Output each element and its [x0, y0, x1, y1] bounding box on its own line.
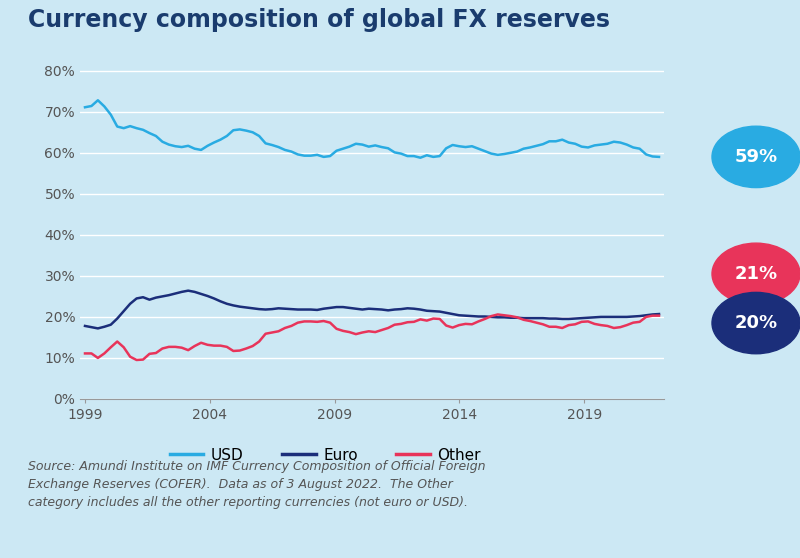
- Text: Currency composition of global FX reserves: Currency composition of global FX reserv…: [28, 8, 610, 32]
- Text: 20%: 20%: [734, 314, 778, 332]
- Text: 59%: 59%: [734, 148, 778, 166]
- Text: Source: Amundi Institute on IMF Currency Composition of Official Foreign
Exchang: Source: Amundi Institute on IMF Currency…: [28, 460, 486, 509]
- Legend: USD, Euro, Other: USD, Euro, Other: [164, 441, 487, 469]
- Text: 21%: 21%: [734, 265, 778, 283]
